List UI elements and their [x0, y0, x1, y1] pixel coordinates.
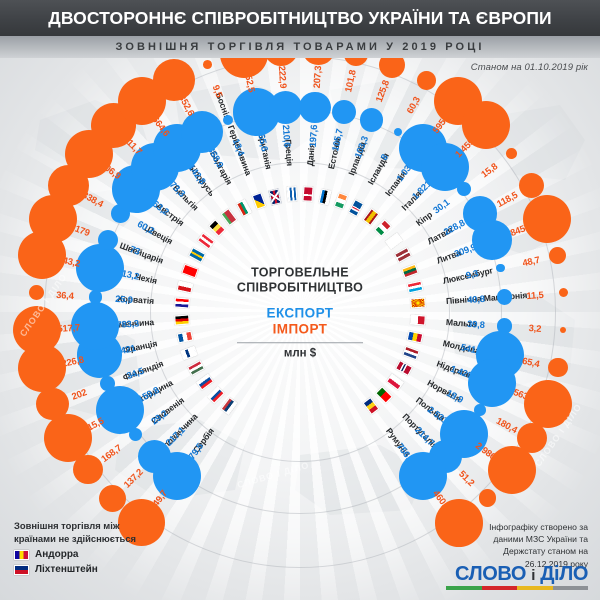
export-value: 40,8	[466, 292, 485, 306]
page-title: ДВОСТОРОННЄ СПІВРОБІТНИЦТВО УКРАЇНИ ТА Є…	[48, 7, 552, 28]
export-value: 210,6	[281, 124, 294, 149]
no-trade-note-line1: Зовнішня торгівля між	[14, 520, 120, 531]
export-bubble	[399, 451, 448, 500]
credit-line-2: даними МЗС України та	[493, 534, 588, 545]
export-bubble	[137, 439, 172, 474]
import-bubble	[549, 246, 567, 264]
logo-bar-2	[481, 586, 517, 590]
import-bubble	[487, 445, 536, 494]
import-value: 207,3	[310, 64, 324, 89]
export-bubble	[298, 91, 331, 124]
centre-unit-label: млн $	[283, 346, 317, 359]
export-bubble	[472, 220, 512, 260]
logo-colour-bars	[446, 586, 588, 590]
logo-word-2: і	[531, 567, 536, 584]
list-item-label: Андорра	[35, 549, 79, 561]
import-bubble	[523, 379, 572, 428]
centre-title-line2: СПІВРОБІТНИЦТВО	[236, 280, 364, 295]
logo-bar-3	[517, 586, 553, 590]
import-bubble	[462, 101, 511, 150]
list-item: Ліхтенштейн	[14, 564, 136, 575]
import-bubble	[152, 59, 195, 102]
chart-centre-legend: ТОРГОВЕЛЬНЕ СПІВРОБІТНИЦТВО ЕКСПОРТ ІМПО…	[215, 265, 385, 359]
export-bubble	[496, 318, 513, 334]
import-bubble	[99, 484, 127, 512]
import-bubble	[12, 306, 61, 355]
import-bubble	[548, 357, 568, 378]
logo-bar-4	[552, 586, 588, 590]
no-trade-legend: Зовнішня торгівля між країнами не здійсн…	[14, 520, 136, 575]
export-bubble	[97, 229, 119, 251]
export-bubble	[89, 290, 103, 304]
export-bubble	[457, 181, 471, 196]
import-value: 3,2	[528, 322, 543, 335]
slovo-i-dilo-logo[interactable]: СЛОВО і ДіЛО	[446, 564, 588, 590]
import-bubble	[29, 285, 45, 301]
legend-export-label: ЕКСПОРТ	[266, 304, 334, 320]
import-bubble	[518, 172, 545, 198]
header-subtitle-bar: ЗОВНІШНЯ ТОРГІВЛЯ ТОВАРАМИ У 2019 РОЦІ	[0, 36, 600, 58]
logo-word-3: ДіЛО	[540, 563, 588, 585]
croatia-flag	[174, 297, 191, 309]
import-bubble	[203, 60, 213, 70]
import-bubble	[505, 148, 517, 159]
export-bubble	[95, 385, 144, 434]
credit-line-1: Інфографіку створено за	[489, 522, 588, 532]
germany-flag	[174, 314, 191, 326]
export-bubble	[71, 302, 120, 351]
import-bubble	[117, 499, 165, 547]
logo-word-1: СЛОВО	[455, 563, 527, 585]
greece-flag	[286, 186, 298, 203]
export-value: 25,9	[115, 292, 134, 306]
export-bubble	[128, 427, 143, 442]
logo-bar-1	[446, 586, 482, 590]
import-bubble	[36, 387, 69, 420]
export-bubble	[468, 359, 517, 408]
export-bubble	[180, 110, 224, 154]
import-bubble	[43, 413, 92, 462]
import-bubble	[523, 195, 572, 244]
import-bubble	[558, 287, 569, 298]
import-bubble	[73, 454, 104, 485]
export-bubble	[496, 289, 513, 305]
export-bubble	[474, 403, 487, 416]
import-bubble	[417, 70, 436, 90]
export-bubble	[268, 91, 302, 124]
list-item: Андорра	[14, 549, 136, 560]
liechtenstein-flag	[14, 564, 29, 575]
list-item-label: Ліхтенштейн	[35, 564, 98, 576]
legend-import-label: ІМПОРТ	[272, 320, 328, 336]
export-bubble	[495, 263, 505, 273]
export-value: 39,8	[466, 318, 485, 331]
export-bubble	[393, 127, 403, 137]
credit-line-3: Держстату станом на	[503, 546, 588, 557]
denmark-flag	[302, 186, 314, 203]
no-trade-note-line2: країнами не здійснюється	[14, 532, 137, 544]
export-value: 197,6	[306, 124, 319, 149]
logo-wordmark: СЛОВО і ДіЛО	[446, 564, 588, 584]
export-bubble	[359, 108, 384, 132]
import-bubble	[560, 327, 567, 334]
macedonia-flag	[409, 297, 426, 309]
import-value: 222,9	[276, 64, 290, 89]
import-bubble	[435, 499, 483, 547]
header-title-bar: ДВОСТОРОННЄ СПІВРОБІТНИЦТВО УКРАЇНИ ТА Є…	[0, 0, 600, 36]
export-bubble	[100, 375, 116, 391]
import-bubble	[478, 489, 496, 507]
export-bubble	[75, 244, 124, 293]
export-bubble	[223, 114, 234, 125]
as-of-date: Станом на 01.10.2019 рік	[470, 62, 588, 73]
centre-divider	[237, 341, 363, 343]
centre-title-line1: ТОРГОВЕЛЬНЕ	[251, 265, 349, 280]
malta-flag	[409, 314, 426, 326]
import-value: 11,5	[526, 288, 545, 301]
export-bubble	[331, 99, 356, 124]
andorra-flag	[14, 549, 29, 560]
page-subtitle: ЗОВНІШНЯ ТОРГІВЛЯ ТОВАРАМИ У 2019 РОЦІ	[115, 41, 485, 53]
